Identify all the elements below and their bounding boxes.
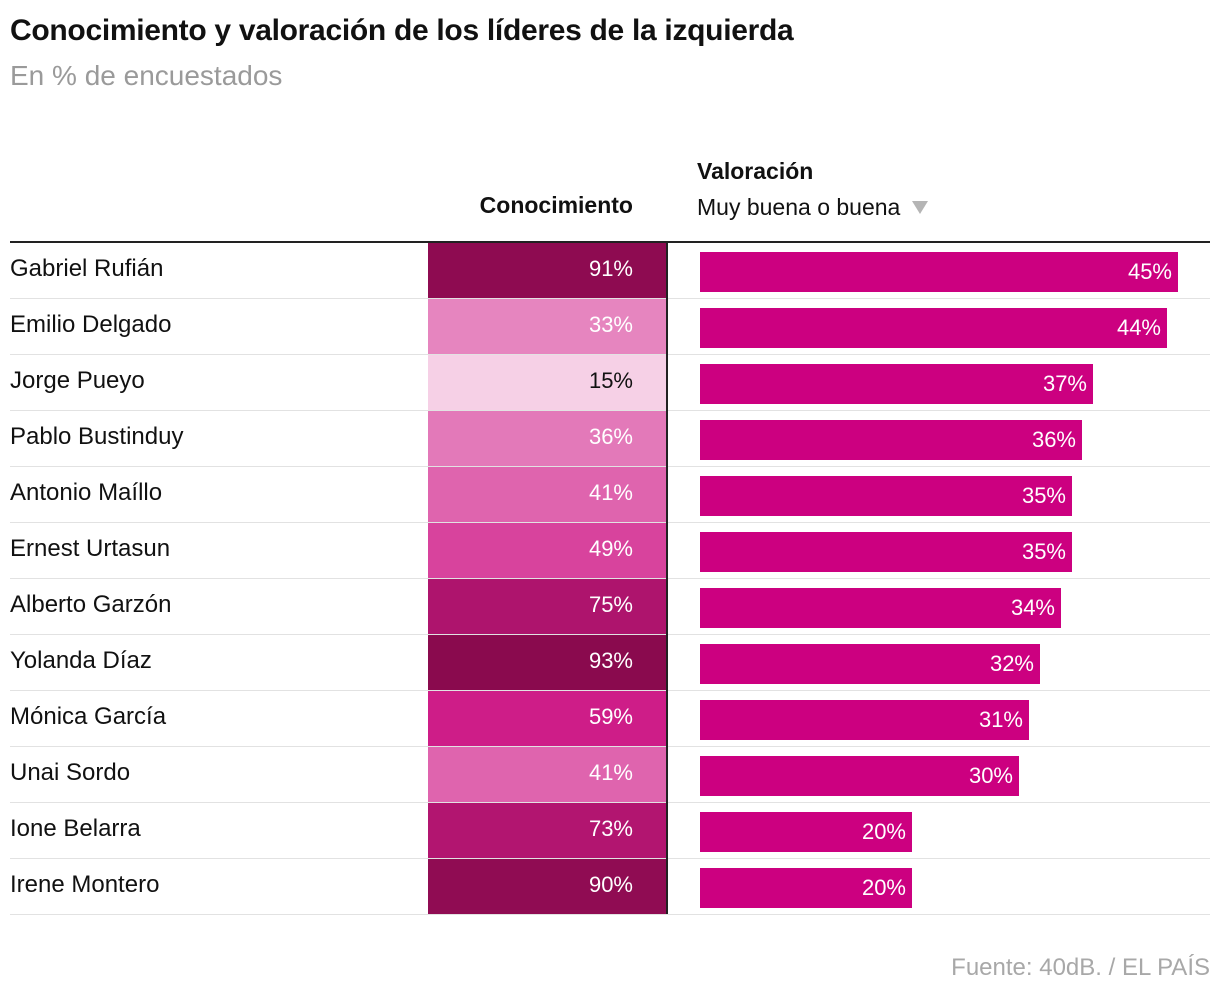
- source-note: Fuente: 40dB. / EL PAÍS: [951, 954, 1210, 981]
- column-header-conocimiento: Conocimiento: [479, 192, 633, 218]
- valoracion-value: 44%: [1116, 315, 1161, 340]
- row-divider: [10, 802, 1210, 803]
- table-row: Pablo Bustinduy 36% 36%: [0, 411, 1220, 467]
- valoracion-value: 31%: [978, 707, 1023, 732]
- row-divider: [10, 914, 1210, 915]
- valoracion-value: 32%: [989, 651, 1034, 676]
- conocimiento-cell: 41%: [428, 747, 666, 803]
- table-row: Gabriel Rufián 91% 45%: [0, 243, 1220, 299]
- conocimiento-cell: 15%: [428, 355, 666, 411]
- conocimiento-value: 15%: [588, 368, 633, 393]
- valoracion-bar: 32%: [700, 644, 1040, 684]
- valoracion-value: 36%: [1031, 427, 1076, 452]
- valoracion-value: 45%: [1127, 259, 1172, 284]
- row-divider: [10, 578, 1210, 579]
- valoracion-bar: 30%: [700, 756, 1019, 796]
- valoracion-value: 35%: [1021, 483, 1066, 508]
- valoracion-value: 20%: [861, 875, 906, 900]
- valoracion-bar: 31%: [700, 700, 1029, 740]
- conocimiento-value: 90%: [588, 872, 633, 897]
- table-row: Ione Belarra 73% 20%: [0, 803, 1220, 859]
- leader-name: Jorge Pueyo: [10, 367, 145, 394]
- table-row: Unai Sordo 41% 30%: [0, 747, 1220, 803]
- leader-name: Emilio Delgado: [10, 311, 172, 338]
- leader-name: Yolanda Díaz: [10, 647, 152, 674]
- valoracion-bar: 37%: [700, 364, 1093, 404]
- row-divider: [10, 858, 1210, 859]
- leader-name: Unai Sordo: [10, 759, 131, 786]
- table-row: Irene Montero 90% 20%: [0, 859, 1220, 915]
- row-divider: [10, 298, 1210, 299]
- conocimiento-cell: 93%: [428, 635, 666, 691]
- conocimiento-cell: 73%: [428, 803, 666, 859]
- valoracion-bar: 20%: [700, 868, 912, 908]
- valoracion-value: 37%: [1042, 371, 1087, 396]
- conocimiento-cell: 49%: [428, 523, 666, 579]
- conocimiento-value: 49%: [588, 536, 633, 561]
- valoracion-bar: 35%: [700, 532, 1072, 572]
- conocimiento-value: 59%: [588, 704, 633, 729]
- column-sort-control[interactable]: Muy buena o buena: [697, 194, 929, 221]
- table-row: Jorge Pueyo 15% 37%: [0, 355, 1220, 411]
- valoracion-bar: 34%: [700, 588, 1061, 628]
- valoracion-value: 30%: [968, 763, 1013, 788]
- valoracion-value: 34%: [1010, 595, 1055, 620]
- row-divider: [10, 354, 1210, 355]
- valoracion-bar: 20%: [700, 812, 912, 852]
- valoracion-bar: 35%: [700, 476, 1072, 516]
- leader-name: Alberto Garzón: [10, 591, 172, 618]
- table-row: Yolanda Díaz 93% 32%: [0, 635, 1220, 691]
- conocimiento-value: 41%: [588, 480, 633, 505]
- conocimiento-value: 33%: [588, 312, 633, 337]
- row-divider: [10, 522, 1210, 523]
- valoracion-value: 20%: [861, 819, 906, 844]
- conocimiento-cell: 33%: [428, 299, 666, 355]
- row-divider: [10, 410, 1210, 411]
- column-header-valoracion: Valoración: [697, 158, 814, 184]
- conocimiento-cell: 41%: [428, 467, 666, 523]
- conocimiento-cell: 90%: [428, 859, 666, 915]
- leader-name: Pablo Bustinduy: [10, 423, 184, 450]
- column-divider: [666, 243, 668, 914]
- table-row: Ernest Urtasun 49% 35%: [0, 523, 1220, 579]
- table-row: Alberto Garzón 75% 34%: [0, 579, 1220, 635]
- leader-name: Mónica García: [10, 703, 167, 730]
- valoracion-bar: 36%: [700, 420, 1082, 460]
- leader-name: Ernest Urtasun: [10, 535, 171, 562]
- row-divider: [10, 466, 1210, 467]
- column-subheader-valoracion: Muy buena o buena: [697, 194, 901, 220]
- row-divider: [10, 634, 1210, 635]
- header-rule: [10, 241, 1210, 243]
- sort-descending-icon[interactable]: [912, 201, 929, 214]
- conocimiento-cell: 36%: [428, 411, 666, 467]
- valoracion-bar: 44%: [700, 308, 1167, 348]
- leader-name: Ione Belarra: [10, 815, 141, 842]
- chart-subtitle: En % de encuestados: [10, 60, 283, 91]
- leader-name: Antonio Maíllo: [10, 479, 163, 506]
- leader-name: Irene Montero: [10, 871, 160, 898]
- conocimiento-value: 75%: [588, 592, 633, 617]
- valoracion-value: 35%: [1021, 539, 1066, 564]
- table-row: Antonio Maíllo 41% 35%: [0, 467, 1220, 523]
- conocimiento-value: 91%: [588, 256, 633, 281]
- conocimiento-value: 73%: [588, 816, 633, 841]
- row-divider: [10, 746, 1210, 747]
- conocimiento-cell: 59%: [428, 691, 666, 747]
- leader-name: Gabriel Rufián: [10, 255, 164, 282]
- conocimiento-cell: 75%: [428, 579, 666, 635]
- conocimiento-cell: 91%: [428, 243, 666, 299]
- conocimiento-value: 93%: [588, 648, 633, 673]
- conocimiento-value: 41%: [588, 760, 633, 785]
- chart-title: Conocimiento y valoración de los líderes…: [10, 14, 794, 47]
- table-row: Emilio Delgado 33% 44%: [0, 299, 1220, 355]
- conocimiento-value: 36%: [588, 424, 633, 449]
- table-row: Mónica García 59% 31%: [0, 691, 1220, 747]
- valoracion-bar: 45%: [700, 252, 1178, 292]
- row-divider: [10, 690, 1210, 691]
